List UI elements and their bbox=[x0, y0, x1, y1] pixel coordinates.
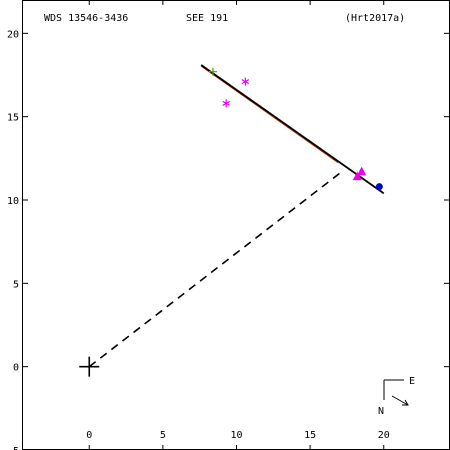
x-tick-label: 5 bbox=[160, 430, 166, 441]
motion-arrow-shaft bbox=[391, 395, 409, 406]
orbit-fit-line bbox=[200, 64, 385, 195]
x-tick-label: 15 bbox=[304, 430, 316, 441]
x-tick-label: 20 bbox=[378, 430, 390, 441]
projection-dashed-line bbox=[88, 169, 345, 368]
y-tick-label: 20 bbox=[7, 29, 19, 40]
compass-rose: E N bbox=[378, 376, 415, 417]
x-axis-ticks bbox=[88, 0, 385, 450]
data-point-plus bbox=[208, 67, 217, 76]
data-point-asterisk bbox=[222, 99, 230, 108]
projection-line-group bbox=[88, 169, 345, 368]
x-tick-label: 10 bbox=[230, 430, 242, 441]
x-axis-tick-labels: 0 5 10 15 20 bbox=[86, 430, 390, 441]
discoverer-label: SEE 191 bbox=[186, 13, 228, 24]
data-point-triangle bbox=[352, 171, 362, 181]
plot-frame bbox=[22, 0, 450, 450]
asterisk-stroke bbox=[241, 79, 250, 85]
data-point-asterisk bbox=[241, 77, 250, 86]
motion-arrow-head bbox=[402, 399, 409, 406]
wds-id-label: WDS 13546-3436 bbox=[44, 13, 128, 24]
y-tick-label: 15 bbox=[7, 113, 19, 124]
circle-shape bbox=[375, 183, 383, 191]
triangle-shape bbox=[352, 171, 362, 181]
y-tick-label: 10 bbox=[7, 196, 19, 207]
compass-north-label: N bbox=[378, 406, 384, 417]
y-tick-label: -5 bbox=[7, 446, 19, 450]
reference-label: (Hrt2017a) bbox=[345, 13, 405, 24]
orbit-fit-group bbox=[200, 64, 385, 195]
y-tick-label: 5 bbox=[13, 279, 19, 290]
primary-star-group bbox=[79, 356, 100, 377]
data-point-circle bbox=[375, 183, 383, 191]
triangle-shape bbox=[357, 166, 367, 176]
data-points-group bbox=[208, 67, 383, 191]
data-point-triangle bbox=[357, 166, 367, 176]
x-tick-label: 0 bbox=[86, 430, 92, 441]
y-tick-label: 0 bbox=[13, 363, 19, 374]
y-axis-ticks bbox=[23, 32, 450, 450]
asterisk-stroke bbox=[222, 100, 230, 106]
compass-east-label: E bbox=[409, 376, 415, 387]
y-axis-tick-labels: -5 0 5 10 15 20 bbox=[7, 29, 19, 450]
